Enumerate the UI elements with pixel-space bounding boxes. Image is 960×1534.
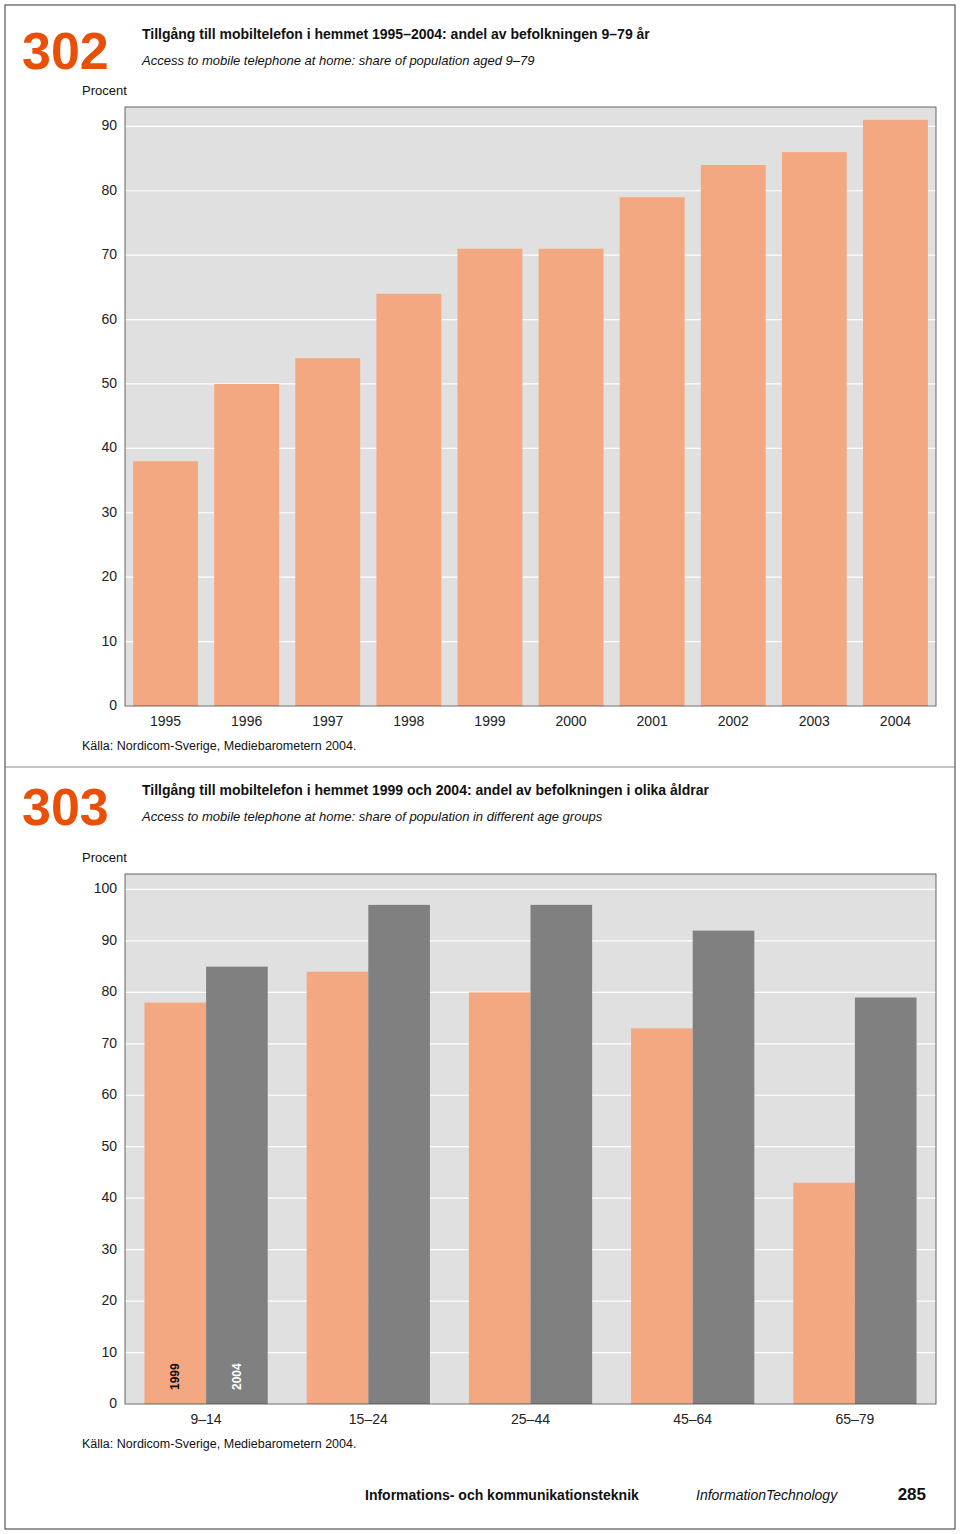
x-tick-label: 1997 (312, 713, 343, 729)
y-tick-label: 80 (101, 983, 117, 999)
x-tick-label: 9–14 (191, 1411, 222, 1427)
y-axis-label: Procent (82, 850, 127, 865)
chart: 302 Tillgång till mobiltelefon i hemmet 1… (22, 22, 936, 753)
bar (620, 197, 685, 706)
page-number: 285 (898, 1485, 926, 1504)
chart-subtitle: Access to mobile telephone at home: shar… (141, 809, 603, 824)
bar (855, 997, 917, 1404)
bar (206, 967, 268, 1404)
x-tick-label: 2000 (555, 713, 586, 729)
bars (133, 120, 928, 706)
y-tick-label: 70 (101, 246, 117, 262)
x-tick-label: 25–44 (511, 1411, 550, 1427)
y-tick-label: 60 (101, 1086, 117, 1102)
section-separator (5, 767, 955, 768)
plot-frame (125, 107, 936, 706)
bar (631, 1028, 693, 1404)
bar (458, 249, 523, 706)
y-tick-label: 20 (101, 1292, 117, 1308)
y-tick-label: 30 (101, 1241, 117, 1257)
y-tick-label: 80 (101, 182, 117, 198)
y-tick-label: 70 (101, 1035, 117, 1051)
bar (782, 152, 847, 706)
bar (368, 905, 430, 1404)
grid-line (125, 889, 936, 890)
chart-title: Tillgång till mobiltelefon i hemmet 1999… (142, 782, 709, 798)
bar (531, 905, 593, 1404)
y-tick-label: 0 (109, 1395, 117, 1411)
bar (693, 931, 755, 1404)
y-tick-label: 90 (101, 932, 117, 948)
labels: 1999 2004 (168, 1363, 244, 1390)
plot-background (125, 874, 936, 1404)
footer-text: InformationTechnology (696, 1487, 838, 1503)
bar (539, 249, 604, 706)
page-border (5, 5, 955, 1529)
page: 302 Tillgång till mobiltelefon i hemmet 1… (0, 0, 960, 1534)
x-tick-label: 2002 (718, 713, 749, 729)
bar (793, 1183, 855, 1404)
bar (144, 1003, 206, 1404)
x-tick-label: 2004 (880, 713, 911, 729)
y-tick-label: 0 (109, 697, 117, 713)
source-note: Källa: Nordicom-Sverige, Mediebarometern… (82, 1437, 356, 1451)
y-axis-label: Procent (82, 83, 127, 98)
bar (214, 384, 279, 706)
x-tick-label: 2001 (637, 713, 668, 729)
y-tick-label: 40 (101, 439, 117, 455)
bar (307, 972, 369, 1404)
chart-subtitle: Access to mobile telephone at home: shar… (141, 53, 534, 68)
y-tick-label: 50 (101, 1138, 117, 1154)
bar (701, 165, 766, 706)
bar (376, 294, 441, 706)
y-tick-label: 10 (101, 1344, 117, 1360)
chart-number: 303 (22, 778, 109, 836)
x-tick-label: 15–24 (349, 1411, 388, 1427)
x-tick-label: 2003 (799, 713, 830, 729)
chart: 303 Tillgång till mobiltelefon i hemmet 1… (22, 778, 936, 1451)
y-tick-label: 60 (101, 311, 117, 327)
source-note: Källa: Nordicom-Sverige, Mediebarometern… (82, 739, 356, 753)
y-tick-label: 20 (101, 568, 117, 584)
footer-text: Informations- och kommunikationsteknik (365, 1487, 639, 1503)
x-tick-label: 65–79 (835, 1411, 874, 1427)
page-background (0, 0, 960, 1534)
x-tick-label: 45–64 (673, 1411, 712, 1427)
x-tick-label: 1996 (231, 713, 262, 729)
y-tick-label: 30 (101, 504, 117, 520)
grid-line (125, 126, 936, 127)
bar (133, 461, 198, 706)
chart-number: 302 (22, 22, 109, 80)
y-tick-label: 50 (101, 375, 117, 391)
plot-frame (125, 874, 936, 1404)
legend-entry: 2004 (230, 1363, 244, 1390)
bar (469, 992, 531, 1404)
legend-entry: 1999 (168, 1363, 182, 1390)
bars (144, 905, 916, 1404)
x-tick-label: 1995 (150, 713, 181, 729)
bar (863, 120, 928, 706)
plot-background (125, 107, 936, 706)
bar (295, 358, 360, 706)
y-tick-label: 100 (94, 880, 118, 896)
y-tick-label: 40 (101, 1189, 117, 1205)
x-tick-label: 1998 (393, 713, 424, 729)
x-tick-label: 1999 (474, 713, 505, 729)
y-tick-label: 10 (101, 633, 117, 649)
y-tick-label: 90 (101, 117, 117, 133)
chart-title: Tillgång till mobiltelefon i hemmet 1995… (142, 26, 650, 42)
